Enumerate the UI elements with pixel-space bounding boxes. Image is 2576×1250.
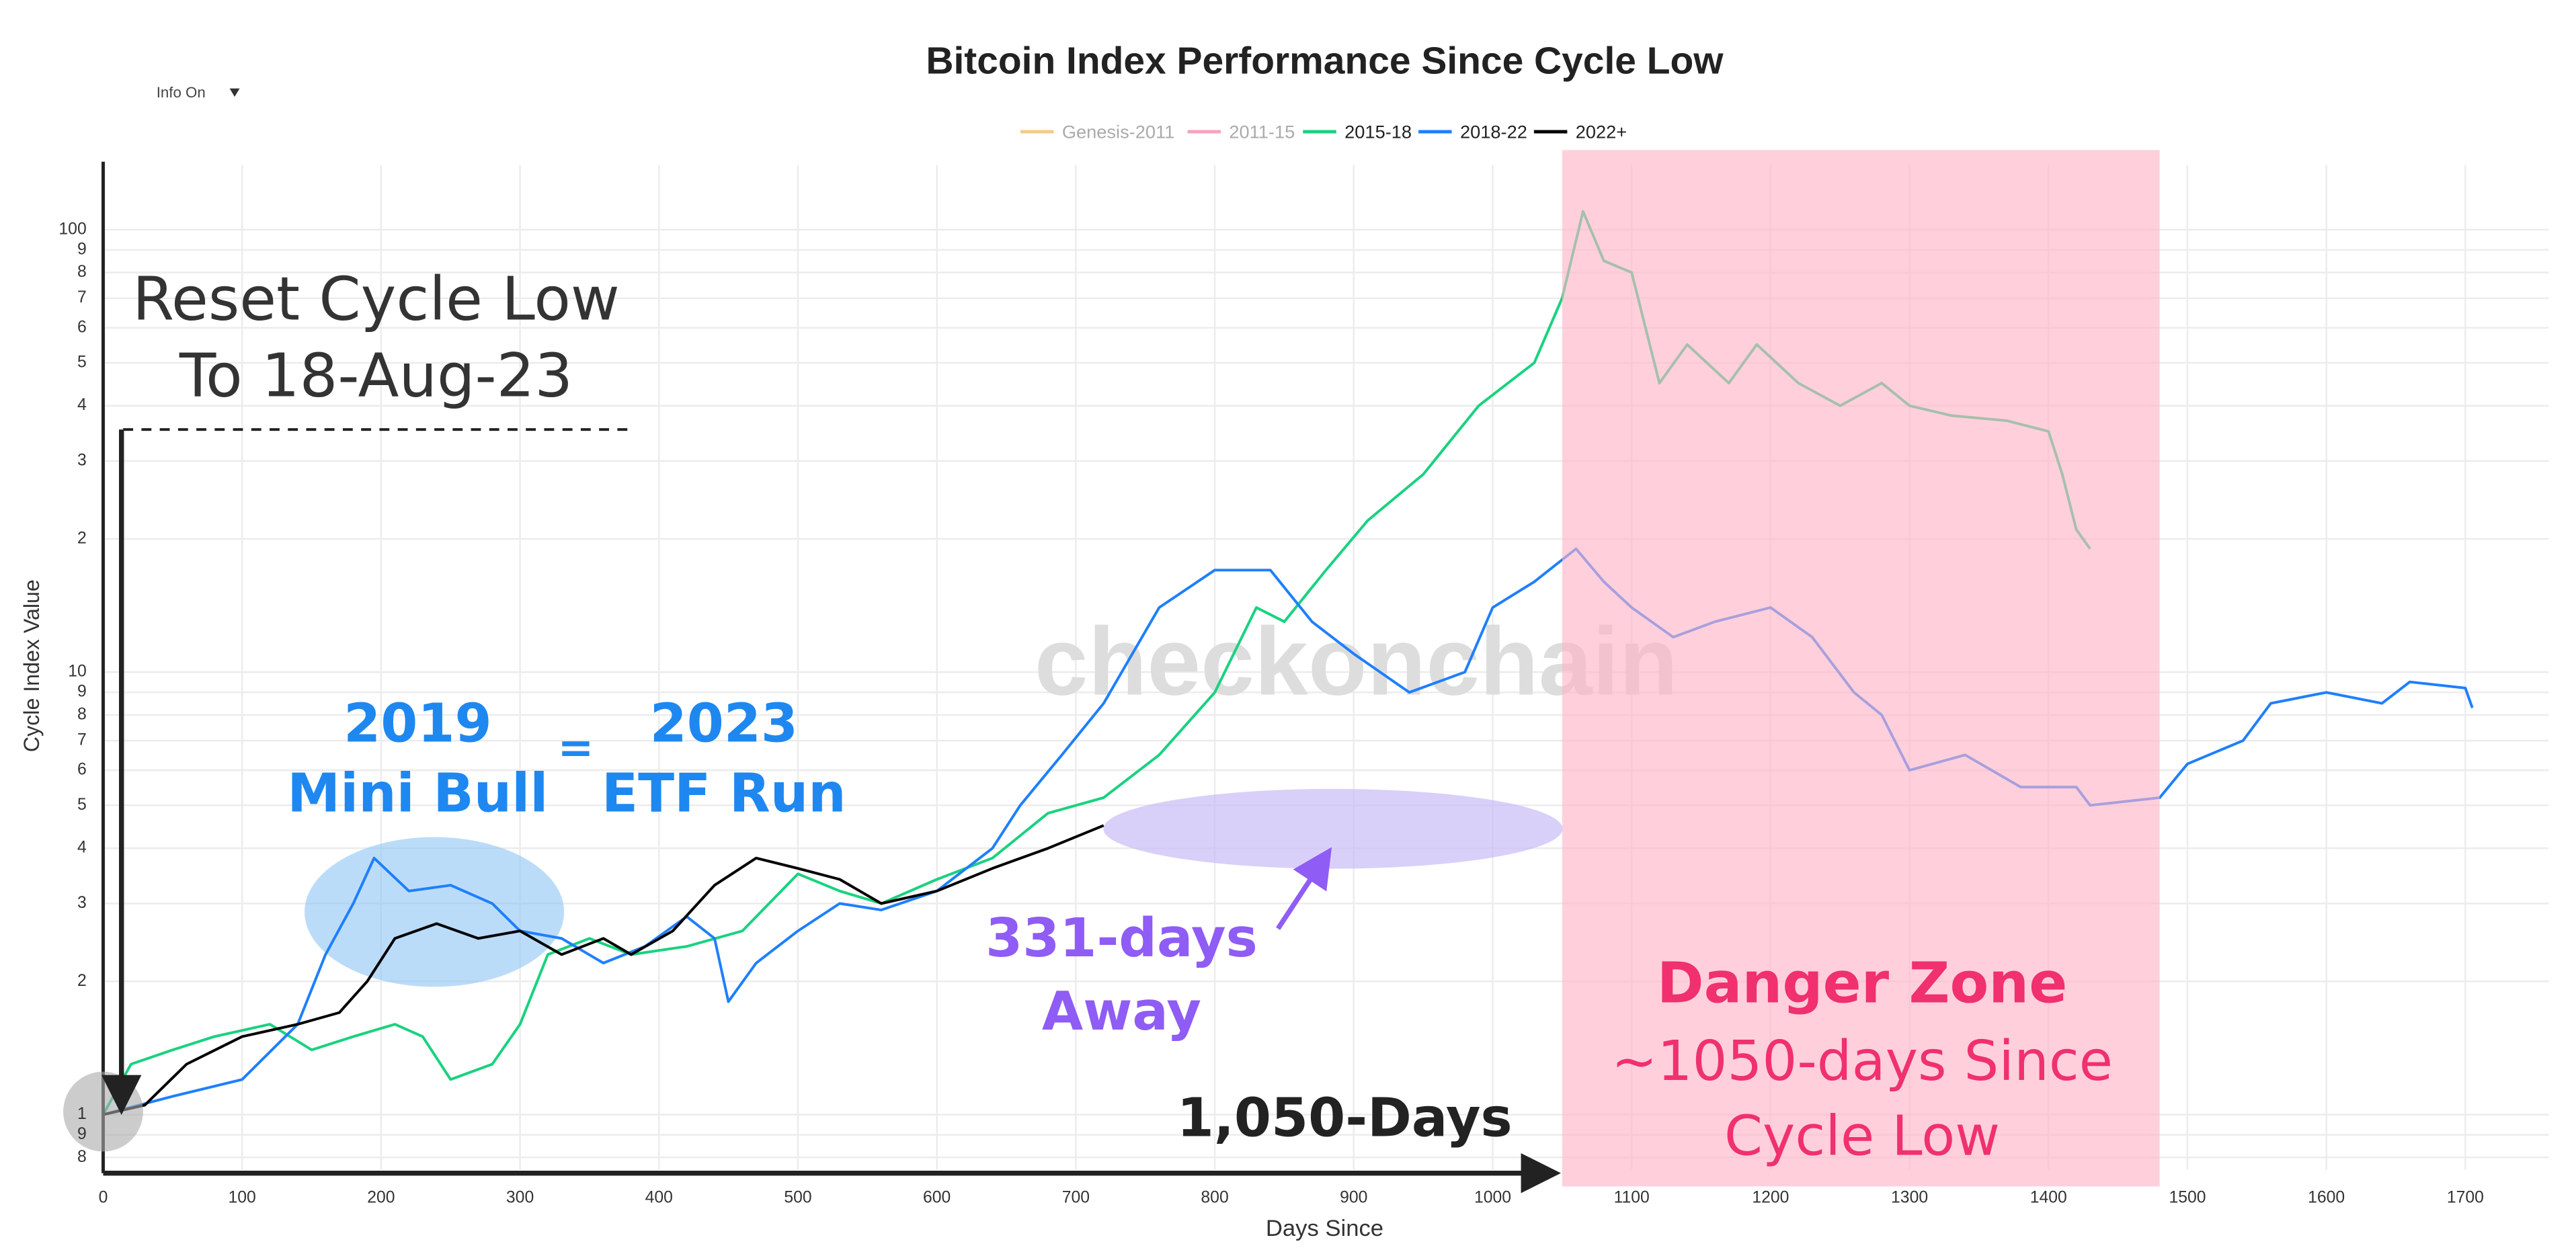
away-arrow bbox=[1276, 847, 1332, 930]
y-tick-label: 9 bbox=[77, 240, 87, 258]
x-tick-label: 400 bbox=[645, 1188, 673, 1206]
x-tick-label: 300 bbox=[506, 1188, 534, 1206]
x-tick-label: 200 bbox=[367, 1188, 395, 1206]
y-tick-label: 100 bbox=[58, 220, 86, 238]
y-tick-label: 5 bbox=[77, 796, 87, 814]
y-tick-label: 4 bbox=[77, 839, 87, 857]
y-tick-label: 8 bbox=[77, 705, 87, 723]
annotation: ETF Run bbox=[602, 762, 846, 825]
y-tick-label: 3 bbox=[77, 452, 87, 470]
y-tick-label: 2 bbox=[77, 529, 87, 547]
y-tick-label: 1 bbox=[77, 1105, 87, 1123]
x-tick-label: 1600 bbox=[2308, 1188, 2345, 1206]
x-axis-label: Days Since bbox=[1266, 1216, 1383, 1241]
y-tick-label: 4 bbox=[77, 396, 87, 414]
x-tick-label: 1400 bbox=[2030, 1188, 2067, 1206]
legend-label: Genesis-2011 bbox=[1062, 122, 1174, 142]
dropdown[interactable]: Info On bbox=[146, 75, 257, 112]
x-tick-label: 500 bbox=[784, 1188, 811, 1206]
annotation: = bbox=[558, 722, 594, 773]
annotation: 1,050-Days bbox=[1177, 1086, 1513, 1149]
y-tick-label: 3 bbox=[77, 894, 87, 912]
annotation: Reset Cycle Low bbox=[132, 264, 620, 334]
legend-label: 2022+ bbox=[1576, 122, 1627, 142]
annotations: Reset Cycle Low To 18-Aug-23 2019 Mini B… bbox=[132, 264, 2113, 1168]
legend-label: 2011-15 bbox=[1229, 122, 1295, 142]
legend: Genesis-2011 2011-15 2015-18 2018-22 2022+ bbox=[1020, 122, 1627, 142]
annotation: Away bbox=[1042, 980, 1201, 1042]
y-tick-label: 6 bbox=[77, 318, 87, 336]
x-tick-label: 1200 bbox=[1752, 1188, 1789, 1206]
x-tick-label: 100 bbox=[229, 1188, 256, 1206]
y-tick-label: 6 bbox=[77, 761, 87, 779]
dropdown-arrow[interactable] bbox=[229, 88, 240, 97]
annotation: 2023 bbox=[650, 692, 798, 755]
x-tick-label: 900 bbox=[1340, 1188, 1367, 1206]
annotation: Cycle Low bbox=[1724, 1105, 2000, 1169]
x-tick-label: 1300 bbox=[1891, 1188, 1928, 1206]
y-tick-label: 9 bbox=[77, 1125, 87, 1143]
y-tick-label: 9 bbox=[77, 683, 87, 701]
y-tick-label: 2 bbox=[77, 972, 87, 990]
legend-label: 2018-22 bbox=[1460, 122, 1527, 142]
annotation: 2019 bbox=[344, 692, 491, 755]
x-tick-label: 1100 bbox=[1614, 1188, 1650, 1206]
series-line bbox=[103, 824, 1104, 1116]
x-tick-label: 1000 bbox=[1474, 1188, 1511, 1206]
y-tick-label: 8 bbox=[77, 263, 87, 281]
annotation: Danger Zone bbox=[1657, 950, 2068, 1015]
away-ellipse bbox=[1103, 788, 1563, 869]
mini-bull-ellipse bbox=[305, 837, 565, 987]
annotation: Mini Bull bbox=[287, 762, 548, 825]
annotation: ~1050-days Since bbox=[1611, 1030, 2113, 1093]
y-tick-label: 7 bbox=[77, 731, 87, 749]
y-tick-label: 8 bbox=[77, 1148, 87, 1166]
dropdown-label[interactable]: Info On bbox=[157, 84, 206, 101]
shaded-region bbox=[1562, 150, 2160, 1187]
x-tick-label: 1500 bbox=[2169, 1188, 2206, 1206]
x-tick-label: 600 bbox=[923, 1188, 951, 1206]
x-tick-label: 800 bbox=[1201, 1188, 1228, 1206]
dropdown-box[interactable] bbox=[146, 75, 257, 112]
chart-title: Bitcoin Index Performance Since Cycle Lo… bbox=[926, 40, 1724, 83]
y-tick-label: 7 bbox=[77, 288, 87, 306]
cycle-low-marker bbox=[63, 1071, 143, 1152]
x-tick-label: 1700 bbox=[2447, 1188, 2484, 1206]
annotation: 331-days bbox=[985, 907, 1258, 969]
x-tick-label: 700 bbox=[1062, 1188, 1090, 1206]
annotation: To 18-Aug-23 bbox=[179, 341, 573, 411]
highlight-ellipses bbox=[305, 788, 1563, 987]
y-tick-label: 10 bbox=[68, 663, 87, 681]
legend-label: 2015-18 bbox=[1344, 122, 1412, 142]
y-axis-label: Cycle Index Value bbox=[19, 579, 44, 752]
x-tick-label: 0 bbox=[99, 1188, 108, 1206]
y-tick-label: 5 bbox=[77, 353, 87, 371]
danger-zone bbox=[1562, 150, 2160, 1187]
